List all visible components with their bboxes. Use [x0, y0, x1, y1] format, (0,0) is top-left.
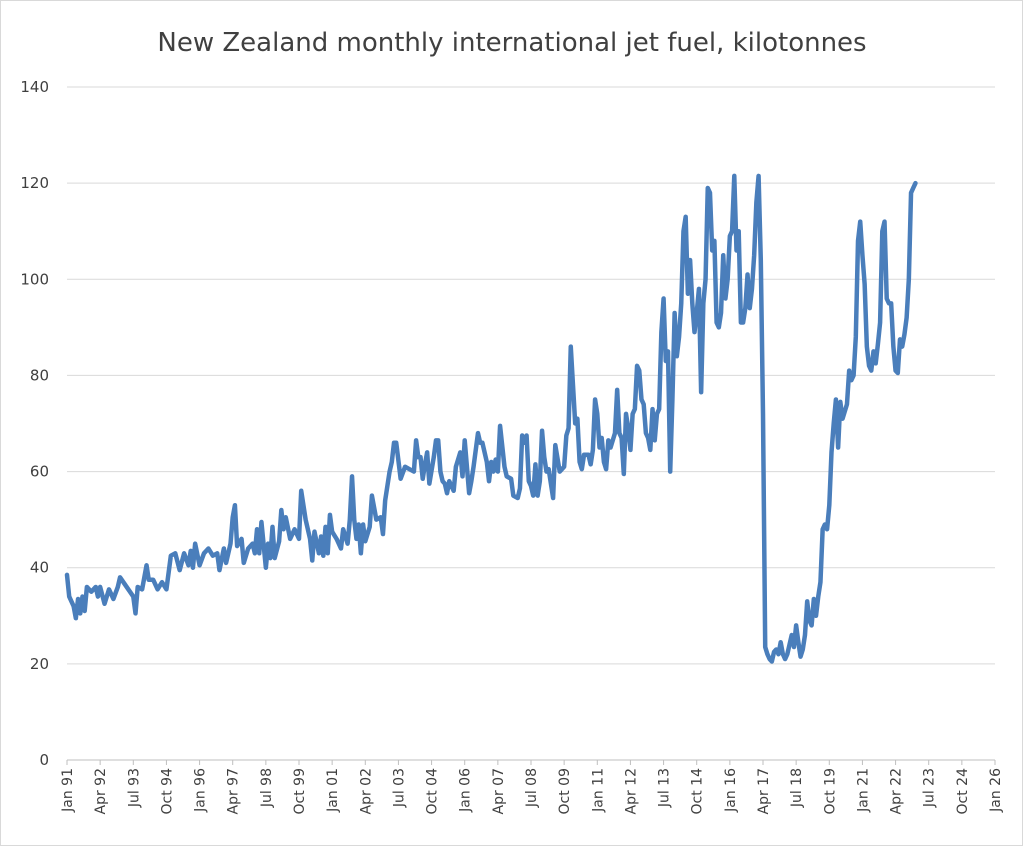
x-tick-label: Jan 11	[590, 768, 606, 813]
series-line-0	[64, 173, 918, 664]
x-tick-label: Jan 21	[855, 768, 871, 813]
x-tick-label: Oct 99	[292, 768, 308, 814]
x-tick-label: Apr 12	[623, 768, 639, 814]
series-group	[64, 173, 918, 664]
y-tick-label: 20	[30, 655, 49, 673]
chart-title: New Zealand monthly international jet fu…	[157, 28, 866, 58]
x-tick-label: Apr 92	[93, 768, 109, 814]
x-tick-label: Apr 17	[756, 768, 772, 814]
x-tick-label: Jan 91	[60, 768, 76, 813]
x-tick-label: Jul 18	[789, 768, 805, 808]
x-tick-label: Oct 19	[822, 768, 838, 814]
y-axis-ticks: 0 20 40 60 80 100 120 140	[20, 78, 49, 769]
x-tick-label: Oct 24	[955, 768, 971, 815]
x-tick-label: Apr 97	[226, 768, 242, 814]
y-tick-label: 40	[30, 559, 49, 577]
x-tick-label: Oct 04	[425, 768, 441, 815]
x-tick-label: Apr 22	[889, 768, 905, 814]
x-tick-label: Jan 26	[988, 768, 1004, 813]
y-tick-label: 0	[39, 751, 49, 769]
x-tick-label: Jan 96	[193, 768, 209, 813]
x-tick-label: Jan 16	[723, 768, 739, 813]
x-tick-label: Jul 23	[922, 768, 938, 808]
x-tick-label: Jul 03	[391, 768, 407, 808]
x-tick-label: Oct 09	[557, 768, 573, 814]
x-tick-label: Jan 06	[458, 768, 474, 813]
x-tick-label: Jul 08	[524, 768, 540, 808]
x-tick-label: Oct 14	[690, 768, 706, 815]
x-tick-label: Jul 93	[126, 768, 142, 808]
y-tick-label: 140	[20, 78, 49, 96]
x-tick-label: Oct 94	[159, 768, 175, 815]
x-tick-label: Apr 07	[491, 768, 507, 814]
y-tick-label: 80	[30, 366, 49, 384]
x-tick-label: Jul 98	[259, 768, 275, 808]
x-tick-label: Jan 01	[325, 768, 341, 813]
x-tick-label: Jul 13	[657, 768, 673, 808]
x-tick-label: Apr 02	[358, 768, 374, 814]
y-tick-label: 100	[20, 270, 49, 288]
x-axis-ticks: Jan 91 Apr 92 Jul 93 Oct 94 Jan 96 Apr 97 Jul …	[60, 760, 1004, 814]
y-tick-label: 60	[30, 463, 49, 481]
y-tick-label: 120	[20, 174, 49, 192]
